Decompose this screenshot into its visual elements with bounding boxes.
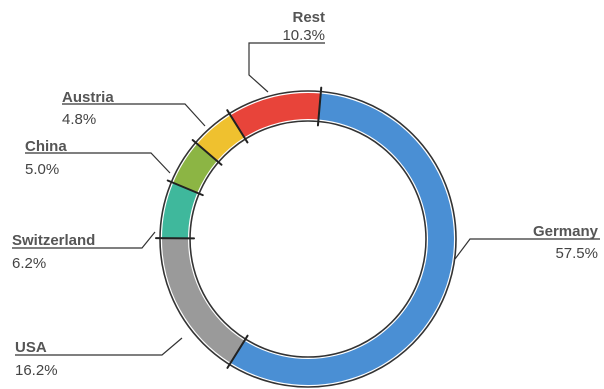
leader-line-switzerland — [12, 231, 156, 249]
slice-value-switzerland: 6.2% — [12, 255, 46, 272]
donut-slice-austria — [197, 115, 245, 161]
segment-separators — [155, 86, 323, 369]
separator-china — [166, 179, 204, 197]
ring-outer-border — [159, 90, 457, 388]
slice-label-austria: Austria — [62, 89, 114, 106]
donut-slice-rest — [230, 92, 321, 138]
slice-label-rest: Rest — [292, 9, 325, 26]
separator-usa — [226, 334, 249, 369]
separator-austria — [191, 139, 223, 166]
leader-line-rest — [248, 42, 325, 93]
slice-label-switzerland: Switzerland — [12, 232, 95, 249]
leader-line-austria — [62, 103, 206, 127]
separator-germany — [316, 86, 323, 127]
slice-value-germany: 57.5% — [555, 245, 598, 262]
separator-rest — [226, 109, 249, 144]
donut-slice-usa — [162, 238, 245, 363]
leader-line-china — [25, 152, 171, 174]
leader-line-usa — [15, 337, 183, 356]
slice-value-usa: 16.2% — [15, 362, 58, 379]
donut-slice-switzerland — [162, 182, 198, 239]
slice-value-austria: 4.8% — [62, 111, 96, 128]
leader-line-germany — [454, 238, 600, 260]
slice-label-usa: USA — [15, 339, 47, 356]
slice-value-china: 5.0% — [25, 161, 59, 178]
ring-inner-border — [189, 120, 427, 358]
donut-slice-china — [173, 143, 217, 193]
slice-label-china: China — [25, 138, 67, 155]
donut-slice-germany — [230, 93, 454, 385]
slice-label-germany: Germany — [533, 223, 599, 240]
donut-segments — [162, 92, 454, 385]
slice-value-rest: 10.3% — [282, 27, 325, 44]
